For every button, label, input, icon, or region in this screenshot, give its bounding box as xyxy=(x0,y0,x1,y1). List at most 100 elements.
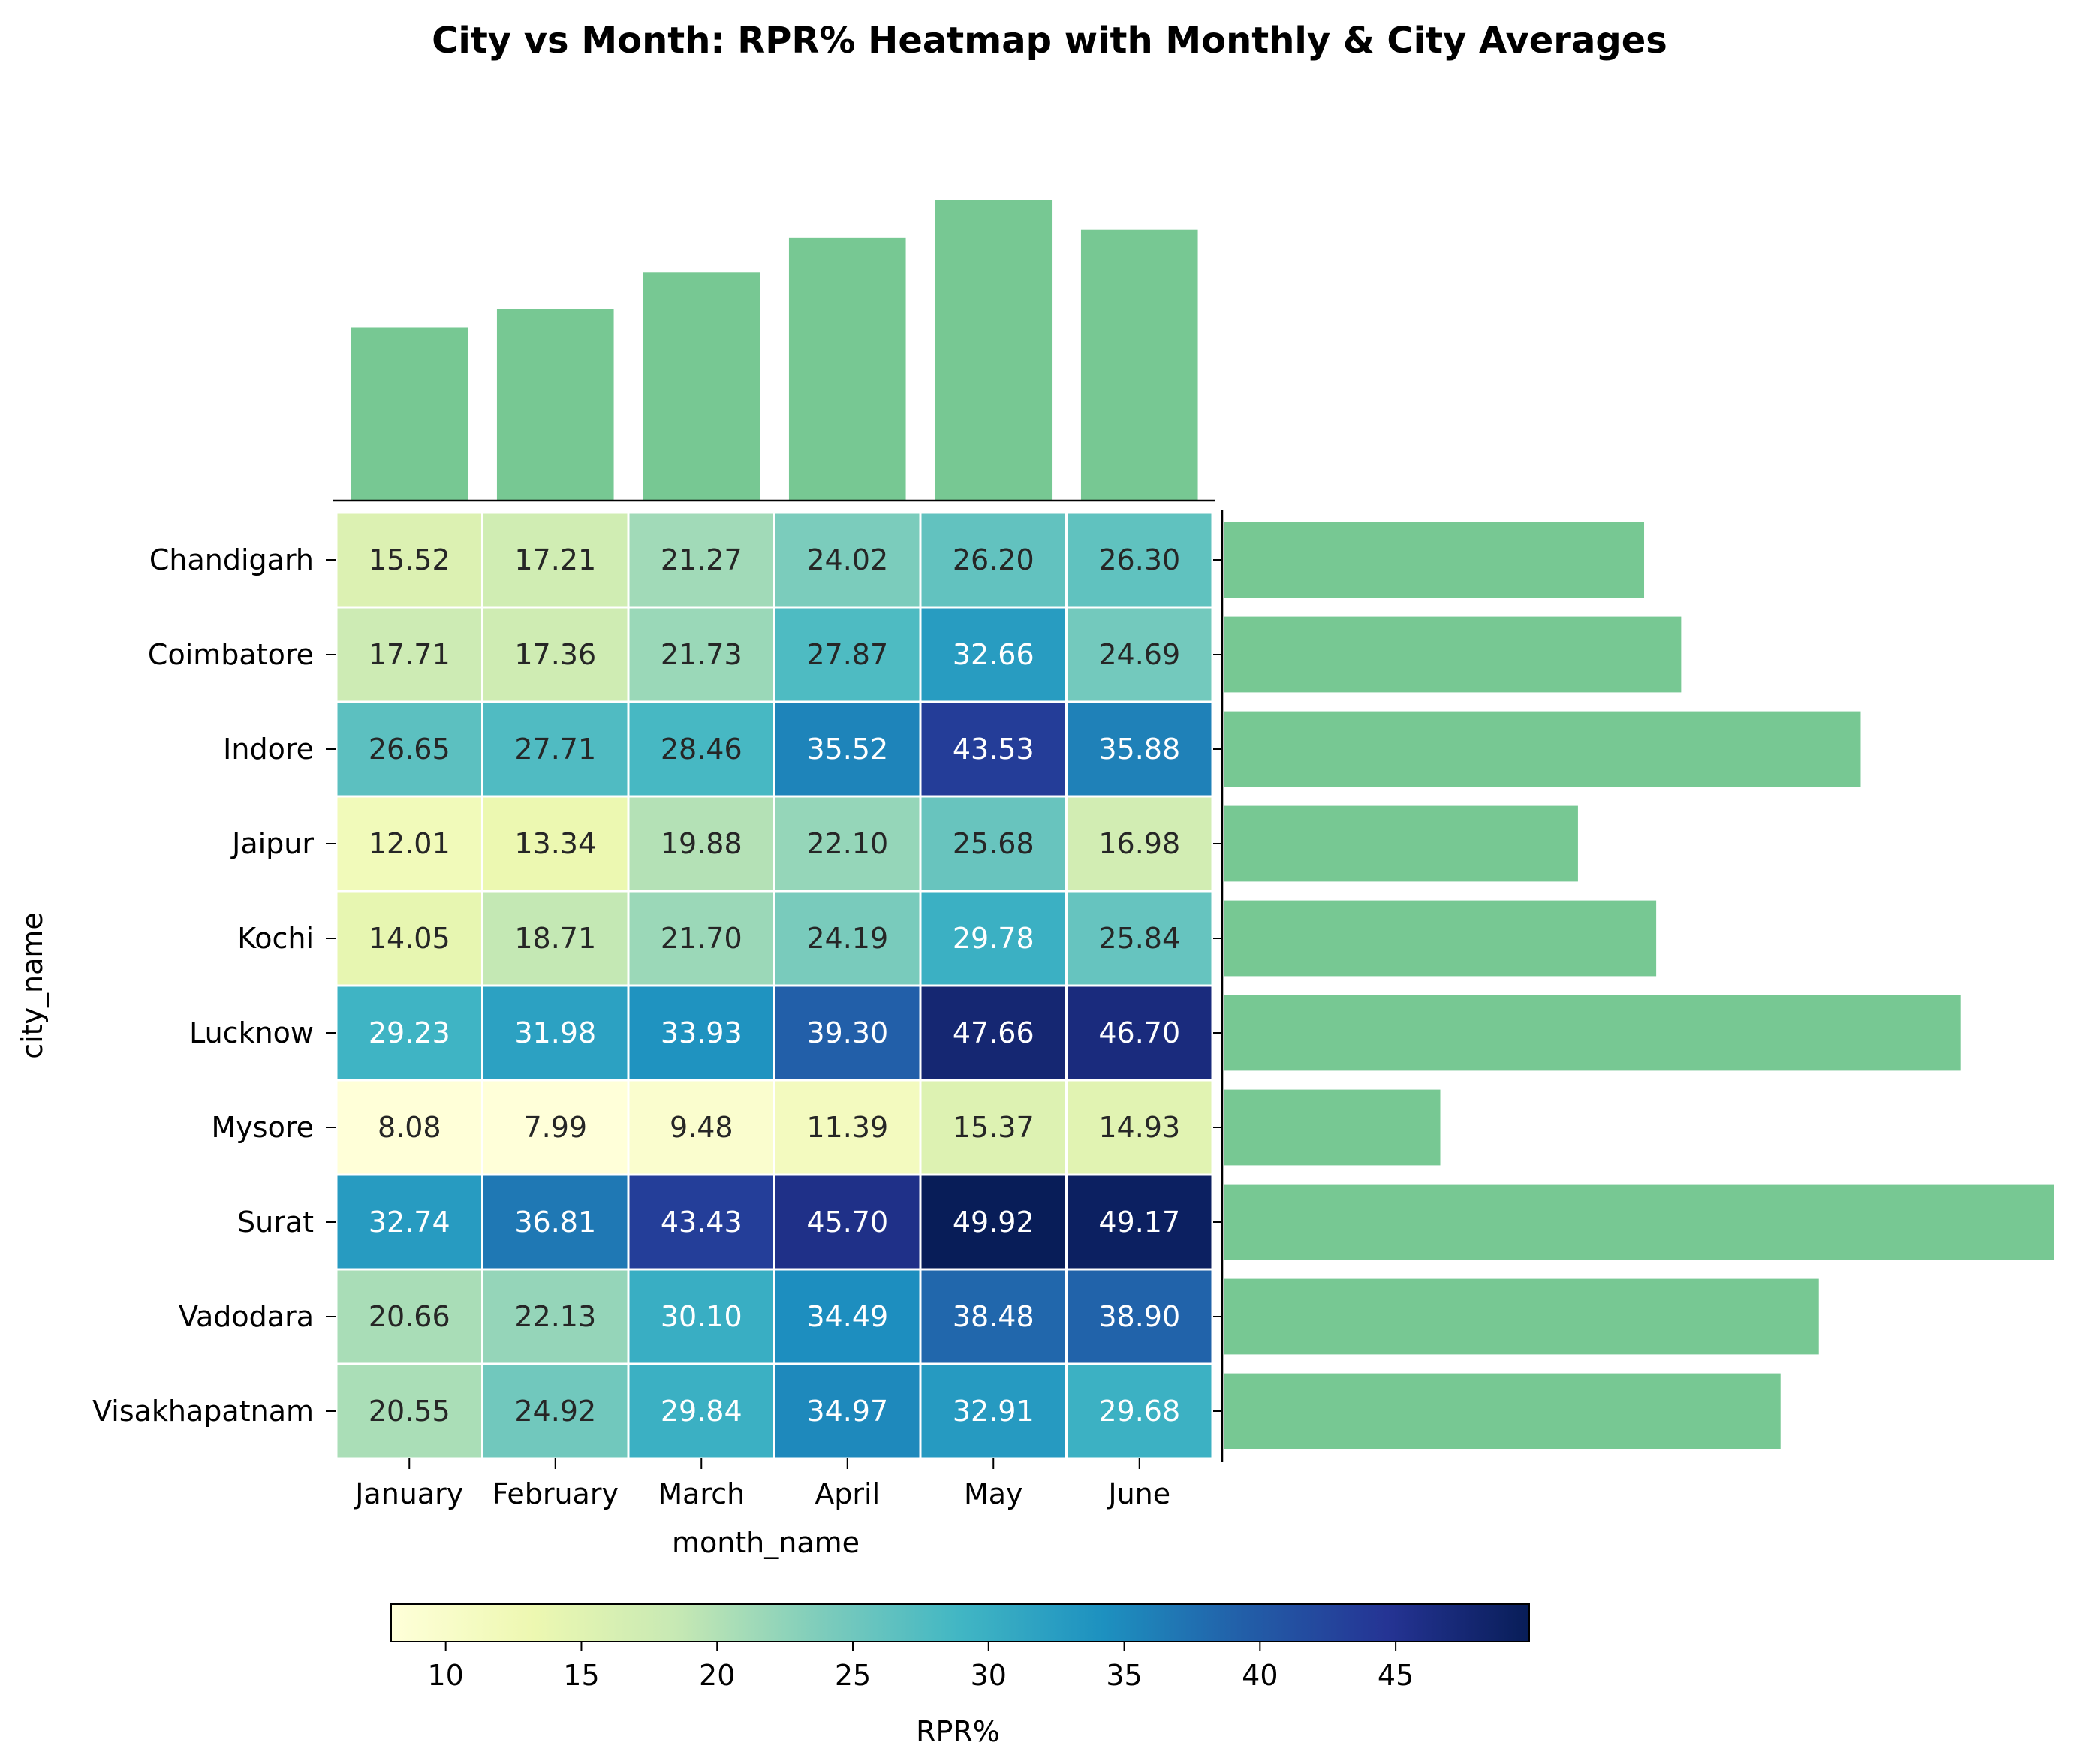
chart-title: City vs Month: RPR% Heatmap with Monthly… xyxy=(432,20,1667,62)
y-axis-label: city_name xyxy=(16,912,49,1059)
city-average-bar xyxy=(1224,995,1961,1071)
x-tick-label: March xyxy=(658,1477,745,1510)
y-tick-label: Chandigarh xyxy=(149,543,314,576)
city-average-bar xyxy=(1224,805,1578,882)
cell-value-label: 16.98 xyxy=(1098,827,1180,860)
cell-value-label: 7.99 xyxy=(523,1111,587,1144)
colorbar-tick-label: 20 xyxy=(699,1659,735,1692)
heatmap-cell xyxy=(773,890,922,987)
cell-value-label: 17.21 xyxy=(514,543,596,576)
heatmap-cell xyxy=(481,1362,630,1460)
colorbar: 10 15 20 25 30 35 40 45 xyxy=(390,1603,1530,1692)
colorbar-tick-label: 45 xyxy=(1378,1659,1414,1692)
heatmap-cell xyxy=(627,890,775,987)
cell-value-label: 38.48 xyxy=(953,1300,1034,1333)
cell-value-label: 33.93 xyxy=(661,1016,742,1049)
cell-value-label: 38.90 xyxy=(1098,1300,1180,1333)
heatmap-cell xyxy=(773,984,922,1082)
colorbar-tick-label: 30 xyxy=(971,1659,1007,1692)
heatmap-cell xyxy=(919,606,1068,703)
cell-value-label: 20.55 xyxy=(369,1395,450,1428)
cell-value-label: 36.81 xyxy=(514,1206,596,1239)
cell-value-label: 39.30 xyxy=(806,1016,888,1049)
cell-value-label: 9.48 xyxy=(670,1111,733,1144)
colorbar-tick-label: 35 xyxy=(1106,1659,1142,1692)
y-tick-label: Kochi xyxy=(237,922,314,955)
heatmap-cell xyxy=(481,511,630,609)
colorbar-tick-label: 25 xyxy=(835,1659,871,1692)
monthly-average-bar xyxy=(935,200,1053,501)
y-tick-label: Jaipur xyxy=(230,827,314,860)
heatmap-cell xyxy=(627,700,775,798)
cell-value-label: 22.10 xyxy=(806,827,888,860)
cell-value-label: 43.53 xyxy=(953,733,1034,766)
monthly-average-bar xyxy=(1080,229,1198,501)
monthly-average-bar xyxy=(643,272,760,501)
cell-value-label: 27.87 xyxy=(806,638,888,671)
cell-value-label: 24.02 xyxy=(806,543,888,576)
monthly-average-bar xyxy=(788,237,906,501)
cell-value-label: 21.70 xyxy=(661,922,742,955)
heatmap-cell xyxy=(1065,1173,1214,1271)
x-tick-label: May xyxy=(964,1477,1023,1510)
cell-value-label: 34.49 xyxy=(806,1300,888,1333)
cell-value-label: 25.84 xyxy=(1098,922,1180,955)
colorbar-tick-label: 10 xyxy=(427,1659,463,1692)
city-average-bar xyxy=(1224,1278,1819,1355)
heatmap-cell xyxy=(627,1268,775,1365)
cell-value-label: 32.74 xyxy=(369,1206,450,1239)
cell-value-label: 24.92 xyxy=(514,1395,596,1428)
heatmap-cell xyxy=(1065,606,1214,703)
cell-value-label: 8.08 xyxy=(378,1111,441,1144)
cell-value-label: 26.30 xyxy=(1098,543,1180,576)
heatmap-cell xyxy=(627,606,775,703)
y-tick-label: Surat xyxy=(237,1206,314,1239)
cell-value-label: 11.39 xyxy=(806,1111,888,1144)
cell-value-label: 43.43 xyxy=(661,1206,742,1239)
heatmap-cell xyxy=(1065,1079,1214,1176)
heatmap-cell xyxy=(773,1362,922,1460)
colorbar-gradient xyxy=(390,1603,1530,1642)
heatmap-cell xyxy=(773,1268,922,1365)
y-tick-label: Lucknow xyxy=(189,1016,314,1049)
y-tick-label: Mysore xyxy=(212,1111,315,1144)
heatmap-cell xyxy=(773,606,922,703)
x-tick-label: April xyxy=(815,1477,880,1510)
x-tick-label: February xyxy=(492,1477,619,1510)
cell-value-label: 14.93 xyxy=(1098,1111,1180,1144)
x-tick-label: June xyxy=(1107,1477,1170,1510)
cell-value-label: 34.97 xyxy=(806,1395,888,1428)
cell-value-label: 26.65 xyxy=(369,733,450,766)
cell-value-label: 15.37 xyxy=(953,1111,1034,1144)
heatmap-cell xyxy=(481,700,630,798)
heatmap-cell xyxy=(1065,795,1214,893)
heatmap-cell xyxy=(335,1079,483,1176)
heatmap-cell xyxy=(335,795,483,893)
cell-value-label: 21.27 xyxy=(661,543,742,576)
heatmap-cell xyxy=(335,984,483,1082)
y-tick-label: Indore xyxy=(223,733,314,766)
heatmap-cell xyxy=(627,984,775,1082)
cell-value-label: 18.71 xyxy=(514,922,596,955)
heatmap-cell xyxy=(1065,984,1214,1082)
cell-value-label: 19.88 xyxy=(661,827,742,860)
cell-value-label: 47.66 xyxy=(953,1016,1034,1049)
cell-value-label: 13.34 xyxy=(514,827,596,860)
cell-value-label: 32.66 xyxy=(953,638,1034,671)
monthly-average-bar xyxy=(351,327,468,501)
cell-value-label: 17.71 xyxy=(369,638,450,671)
city-average-bar xyxy=(1224,1184,2054,1260)
cell-value-label: 30.10 xyxy=(661,1300,742,1333)
cell-value-label: 17.36 xyxy=(514,638,596,671)
city-average-bar xyxy=(1224,1089,1441,1166)
y-tick-label: Visakhapatnam xyxy=(92,1395,314,1428)
cell-value-label: 32.91 xyxy=(953,1395,1034,1428)
heatmap-cell xyxy=(1065,1362,1214,1460)
city-average-bar xyxy=(1224,1373,1781,1449)
heatmap-cell xyxy=(481,890,630,987)
cell-value-label: 15.52 xyxy=(369,543,450,576)
heatmap-cell xyxy=(1065,890,1214,987)
cell-value-label: 29.84 xyxy=(661,1395,742,1428)
cell-value-label: 45.70 xyxy=(806,1206,888,1239)
